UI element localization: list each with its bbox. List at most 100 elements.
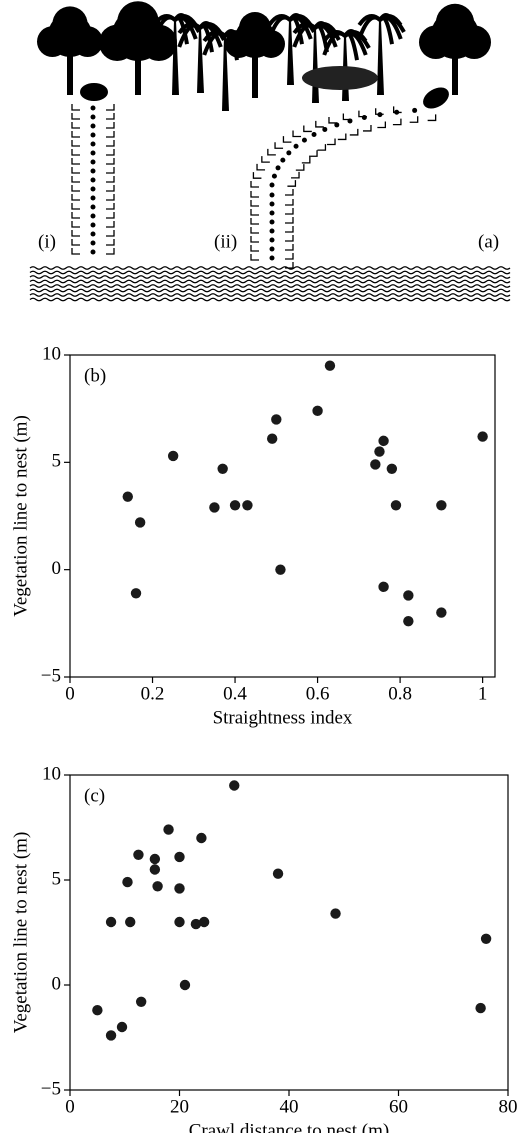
data-point (163, 824, 174, 835)
flipper-mark (362, 124, 372, 132)
y-tick-label: 5 (52, 451, 62, 472)
flipper-mark (287, 180, 297, 187)
palm-trunk (172, 20, 179, 95)
flipper-mark (106, 248, 115, 255)
palm-trunk (377, 20, 384, 95)
track-dot (90, 123, 96, 129)
flipper-mark (261, 156, 270, 163)
track-dot (271, 173, 277, 179)
flipper-mark (250, 181, 259, 188)
palm-trunk (312, 28, 319, 103)
flipper-mark (292, 130, 302, 138)
flipper-mark (106, 149, 115, 156)
palm-leaf (357, 14, 382, 27)
flipper-mark (317, 144, 327, 151)
flipper-mark (392, 118, 402, 126)
data-point (125, 916, 136, 928)
turtle (80, 83, 108, 101)
flipper-mark (71, 131, 80, 138)
data-point (116, 1021, 128, 1033)
flipper-mark (250, 191, 259, 198)
track-dot (269, 246, 275, 252)
flipper-mark (295, 164, 305, 171)
palm-trunk (197, 28, 204, 93)
flipper-mark (328, 116, 337, 124)
flipper-mark (291, 171, 300, 179)
flipper-mark (392, 106, 402, 114)
flipper-mark (285, 199, 294, 206)
data-point (149, 853, 161, 865)
data-point (242, 500, 253, 511)
flipper-mark (71, 212, 80, 219)
flipper-mark (71, 149, 80, 156)
plot-frame (69, 774, 509, 1091)
panel-label: (b) (84, 365, 106, 386)
flipper-mark (285, 253, 294, 260)
track-dot (90, 186, 96, 192)
flipper-mark (282, 136, 292, 143)
track-dot (280, 157, 286, 163)
track-label: (ii) (214, 231, 237, 252)
canopy (239, 12, 271, 44)
track-dot (90, 222, 96, 228)
data-point (272, 868, 284, 879)
data-point (374, 446, 385, 457)
track-dot (90, 231, 96, 237)
flipper-mark (274, 142, 284, 149)
track-dot (90, 114, 96, 120)
data-point (134, 517, 146, 528)
flipper-mark (106, 230, 115, 237)
turtle (423, 87, 449, 109)
flipper-mark (285, 226, 294, 233)
track-dot (275, 165, 281, 171)
flipper-mark (106, 131, 115, 138)
wave (29, 297, 511, 302)
flipper-mark (301, 156, 311, 164)
track-dot (269, 210, 275, 216)
data-point (133, 849, 144, 860)
palm-trunk (222, 36, 229, 111)
track-dot (301, 137, 307, 143)
flipper-mark (267, 148, 276, 156)
y-axis-label: Vegetation line to nest (m) (10, 415, 31, 617)
track-dot (269, 255, 275, 261)
wave (29, 293, 511, 297)
data-point (152, 881, 163, 892)
palm-leaf (292, 22, 317, 35)
data-point (229, 780, 240, 791)
track-dot (269, 201, 275, 207)
flipper-mark (106, 194, 115, 201)
flipper-mark (250, 254, 259, 261)
data-point (390, 500, 402, 511)
data-point (174, 851, 185, 863)
flipper-mark (71, 113, 80, 120)
panel-label: (c) (84, 785, 105, 806)
flipper-mark (71, 104, 80, 111)
trunk (135, 35, 141, 95)
canopy (117, 1, 159, 43)
flipper-mark (250, 209, 259, 216)
data-point (167, 450, 179, 462)
data-point (209, 502, 220, 513)
flipper-mark (285, 244, 294, 251)
flipper-mark (106, 140, 115, 147)
y-tick-label: 10 (42, 343, 61, 364)
data-point (312, 405, 323, 417)
trunk (67, 35, 73, 95)
data-point (190, 918, 202, 930)
track-dot (293, 143, 299, 149)
track-label: (i) (38, 231, 56, 252)
flipper-mark (106, 212, 115, 219)
palm-leaf (152, 14, 177, 27)
palm-leaf (202, 30, 227, 43)
x-tick-label: 0.8 (388, 683, 412, 704)
flipper-mark (256, 163, 266, 171)
flipper-mark (315, 120, 324, 128)
flipper-mark (327, 138, 336, 146)
x-tick-label: 80 (499, 1096, 518, 1117)
data-point (92, 1005, 103, 1016)
track-dot (90, 249, 96, 255)
wave (29, 279, 511, 284)
data-point (229, 500, 241, 511)
